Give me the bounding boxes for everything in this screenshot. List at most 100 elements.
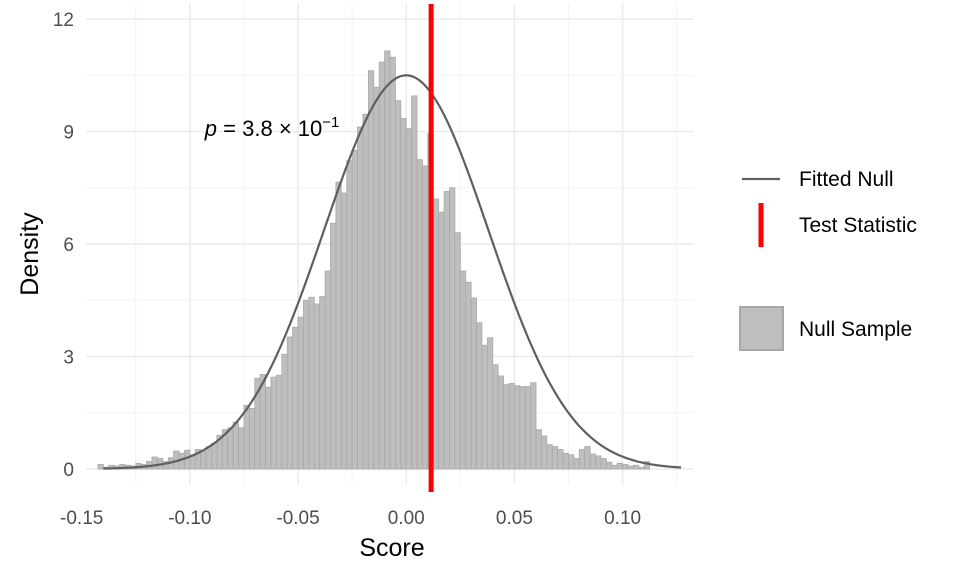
histogram-bar — [638, 467, 645, 470]
p-symbol: p — [204, 116, 217, 141]
histogram-bar — [438, 211, 445, 470]
x-tick-label: 0.05 — [496, 508, 533, 529]
x-tick-label: -0.05 — [276, 508, 319, 529]
histogram-bar — [470, 297, 477, 470]
y-axis-ticks: 0 3 6 9 12 — [53, 10, 74, 481]
histogram-bar — [238, 427, 245, 470]
histogram-bar — [530, 382, 537, 470]
histogram-bar — [481, 344, 488, 470]
histogram-bar — [313, 303, 321, 470]
histogram-bar — [400, 117, 407, 470]
histogram-bar — [211, 443, 218, 470]
histogram-bar — [184, 449, 191, 470]
histogram-bar — [248, 407, 256, 470]
histogram-bar — [324, 270, 331, 470]
histogram-bar — [319, 296, 326, 470]
histogram-bar — [633, 464, 640, 470]
histogram-bar — [519, 386, 526, 470]
legend-key-null-sample — [739, 306, 784, 351]
histogram-bar — [422, 165, 429, 470]
histogram-bar — [503, 384, 510, 470]
histogram-bar — [97, 464, 104, 470]
histogram-bar — [200, 450, 207, 470]
histogram-bar — [568, 454, 575, 470]
x-tick-label: 0.00 — [388, 508, 425, 529]
histogram-bar — [600, 458, 607, 470]
y-tick-label: 3 — [63, 348, 74, 369]
y-axis-title: Density — [16, 212, 44, 296]
histogram-bar — [605, 461, 613, 470]
histogram-bar — [443, 191, 450, 470]
histogram-bar — [270, 376, 277, 470]
histogram-bar — [367, 70, 375, 470]
histogram-bar — [432, 198, 440, 470]
histogram-bar — [265, 386, 272, 470]
histogram-bar — [232, 421, 239, 470]
histogram-bar — [330, 222, 337, 470]
histogram-bar — [551, 446, 559, 470]
histogram-bar — [276, 374, 283, 470]
histogram-bar — [465, 281, 472, 470]
x-tick-label: 0.10 — [604, 508, 641, 529]
histogram-bar — [297, 316, 304, 470]
histogram-bar — [286, 336, 294, 470]
legend-label-test-statistic: Test Statistic — [799, 214, 917, 237]
histogram-bar — [151, 456, 158, 470]
histogram-bar — [205, 446, 212, 470]
histogram-bar — [497, 375, 504, 470]
histogram-bar — [486, 337, 494, 470]
histogram-bar — [405, 128, 413, 470]
x-tick-label: -0.10 — [168, 508, 211, 529]
histogram-bar — [589, 453, 596, 470]
p-value-text: = 3.8 × 10 — [217, 116, 322, 141]
histogram-bar — [357, 126, 364, 470]
histogram-bar — [351, 149, 358, 470]
histogram-bar — [562, 452, 569, 470]
fitted-null-curve — [103, 74, 682, 470]
histogram-bar — [389, 56, 396, 470]
histogram-bar — [535, 429, 542, 470]
histogram-bar — [395, 100, 402, 470]
histogram-bar — [340, 192, 348, 470]
histogram-bar — [281, 353, 288, 470]
histogram-bar — [508, 383, 515, 470]
histogram-bar — [373, 86, 380, 470]
histogram-bar — [578, 449, 586, 470]
histogram-bar — [449, 187, 456, 470]
histogram-bar — [259, 374, 266, 470]
histogram-bar — [292, 326, 299, 470]
histogram-bar — [384, 50, 391, 470]
histogram-bar — [416, 159, 423, 470]
y-tick-label: 9 — [63, 123, 74, 144]
histogram-bar — [308, 296, 315, 470]
histogram-bar — [243, 404, 250, 470]
histogram-bar — [454, 232, 461, 470]
x-axis-ticks: -0.15 -0.10 -0.05 0.00 0.05 0.10 — [60, 508, 641, 529]
histogram-bar — [541, 435, 548, 470]
x-axis-title: Score — [359, 534, 424, 562]
histogram-bar — [643, 461, 651, 470]
histogram-bar — [362, 113, 369, 470]
histogram-bar — [335, 181, 342, 470]
histogram-bar — [514, 385, 521, 470]
legend-label-fitted-null: Fitted Null — [799, 168, 894, 191]
histogram-bar — [627, 465, 634, 470]
y-tick-label: 12 — [53, 10, 74, 31]
histogram-bar — [227, 427, 234, 470]
legend-label-null-sample: Null Sample — [799, 318, 912, 341]
histogram-bar — [622, 464, 629, 470]
legend: Fitted Null Test Statistic Null Sample — [739, 168, 917, 351]
histogram-bar — [611, 464, 618, 470]
histogram-bar — [595, 455, 602, 470]
y-tick-label: 0 — [63, 460, 74, 481]
histogram-bar — [378, 61, 385, 470]
p-value-exponent: −1 — [322, 114, 339, 131]
p-value-annotation: p = 3.8 × 10−1 — [204, 114, 340, 141]
histogram-bar — [492, 364, 499, 470]
histogram-bar — [303, 299, 310, 470]
histogram-bar — [346, 160, 353, 470]
histogram-bar — [476, 322, 483, 470]
x-tick-label: -0.15 — [60, 508, 103, 529]
